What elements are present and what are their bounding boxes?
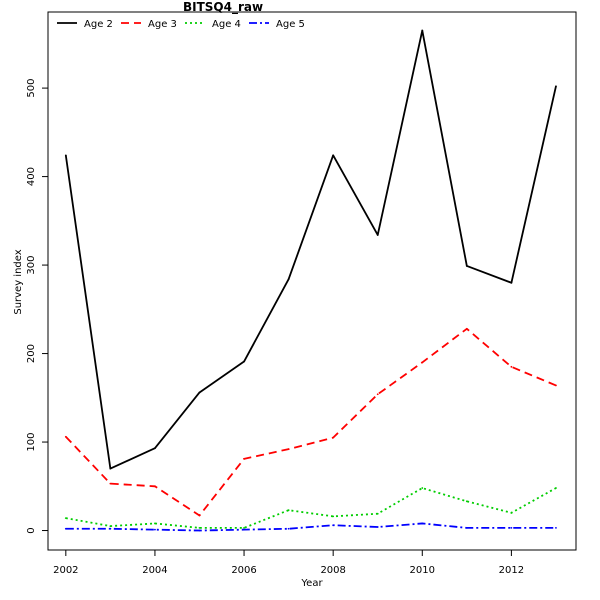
chart-title: BITSQ4_raw	[183, 0, 263, 15]
y-axis: 0 100 200 300 400 500	[26, 79, 48, 534]
data-point	[332, 154, 335, 157]
data-point	[421, 487, 424, 489]
data-point	[376, 512, 379, 515]
series-layer	[64, 29, 557, 532]
series-line-4	[65, 487, 557, 529]
y-tick-label: 200	[26, 344, 37, 363]
data-point	[465, 265, 468, 267]
y-tick-label: 100	[26, 432, 37, 451]
data-point	[109, 467, 112, 470]
series-line-3	[65, 327, 557, 517]
data-point	[287, 448, 290, 451]
data-point	[64, 517, 67, 520]
data-point	[287, 527, 290, 530]
data-point	[154, 447, 156, 450]
x-tick-label: 2002	[53, 565, 78, 576]
x-tick-label: 2006	[231, 565, 256, 576]
data-point	[198, 529, 201, 532]
data-point	[243, 526, 245, 529]
data-point	[154, 528, 156, 531]
y-axis-label: Survey index	[13, 249, 24, 314]
legend-label: Age 4	[212, 19, 241, 30]
data-point	[332, 436, 335, 439]
data-point	[510, 365, 513, 368]
data-point	[465, 327, 468, 330]
data-point	[243, 528, 245, 531]
data-point	[64, 435, 67, 438]
x-axis: 2002 2004 2006 2008 2010 2012	[53, 550, 524, 576]
legend: Age 2 Age 3 Age 4 Age 5	[57, 19, 305, 30]
data-point	[109, 527, 112, 530]
data-point	[465, 500, 468, 503]
data-point	[64, 154, 67, 157]
y-tick-label: 300	[26, 256, 37, 275]
series-line-5	[65, 522, 556, 532]
data-point	[555, 384, 557, 387]
y-tick-label: 0	[26, 527, 37, 533]
data-point	[64, 527, 67, 530]
data-point	[555, 487, 557, 489]
data-point	[555, 526, 557, 529]
y-tick-label: 500	[26, 79, 37, 98]
data-point	[510, 526, 513, 529]
data-point	[421, 522, 424, 525]
data-point	[376, 234, 379, 236]
data-point	[243, 457, 245, 460]
data-point	[287, 278, 290, 281]
data-point	[198, 526, 201, 529]
data-point	[332, 524, 335, 527]
data-point	[154, 522, 156, 525]
x-tick-label: 2004	[142, 565, 167, 576]
data-point	[287, 509, 290, 512]
data-point	[376, 526, 379, 528]
legend-label: Age 3	[148, 19, 177, 30]
x-tick-label: 2008	[320, 565, 345, 576]
legend-label: Age 5	[276, 19, 305, 30]
data-point	[154, 485, 156, 488]
data-point	[109, 525, 112, 528]
data-point	[421, 29, 424, 32]
data-point	[376, 393, 379, 396]
x-tick-label: 2012	[499, 565, 524, 576]
data-point	[555, 85, 557, 88]
data-point	[510, 281, 513, 284]
data-point	[465, 526, 468, 529]
data-point	[109, 482, 112, 485]
data-point	[510, 511, 513, 514]
series-line-2	[64, 29, 557, 470]
data-point	[332, 515, 335, 518]
data-point	[198, 514, 201, 517]
plot-frame	[47, 11, 577, 551]
y-tick-label: 400	[26, 167, 37, 186]
x-axis-label: Year	[300, 578, 323, 589]
data-point	[198, 391, 201, 394]
data-point	[421, 361, 424, 364]
data-point	[243, 360, 245, 363]
legend-label: Age 2	[84, 19, 113, 30]
x-tick-label: 2010	[410, 565, 435, 576]
